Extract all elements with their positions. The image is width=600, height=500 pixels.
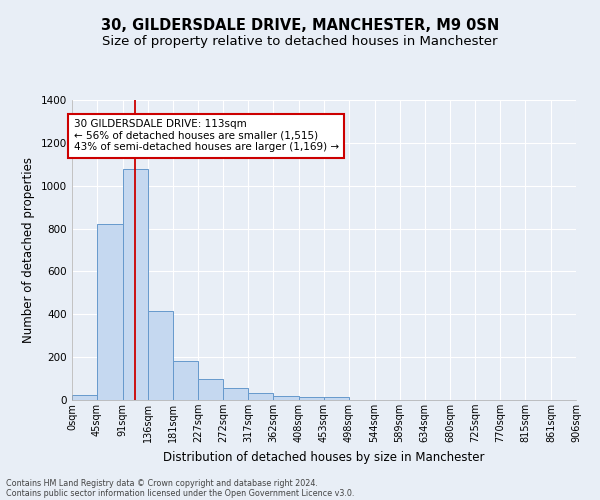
X-axis label: Distribution of detached houses by size in Manchester: Distribution of detached houses by size … bbox=[163, 450, 485, 464]
Bar bbox=[97, 224, 122, 400]
Y-axis label: Number of detached properties: Number of detached properties bbox=[22, 157, 35, 343]
Bar bbox=[248, 392, 274, 400]
Bar bbox=[122, 168, 148, 400]
Bar bbox=[148, 311, 173, 400]
Text: Contains HM Land Registry data © Crown copyright and database right 2024.: Contains HM Land Registry data © Crown c… bbox=[6, 478, 318, 488]
Bar bbox=[274, 396, 299, 400]
Text: Contains public sector information licensed under the Open Government Licence v3: Contains public sector information licen… bbox=[6, 488, 355, 498]
Bar bbox=[299, 397, 324, 400]
Text: Size of property relative to detached houses in Manchester: Size of property relative to detached ho… bbox=[102, 35, 498, 48]
Bar bbox=[223, 388, 248, 400]
Text: 30, GILDERSDALE DRIVE, MANCHESTER, M9 0SN: 30, GILDERSDALE DRIVE, MANCHESTER, M9 0S… bbox=[101, 18, 499, 32]
Bar bbox=[72, 394, 97, 400]
Bar bbox=[198, 378, 223, 400]
Text: 30 GILDERSDALE DRIVE: 113sqm
← 56% of detached houses are smaller (1,515)
43% of: 30 GILDERSDALE DRIVE: 113sqm ← 56% of de… bbox=[74, 120, 339, 152]
Bar bbox=[324, 398, 349, 400]
Bar bbox=[173, 361, 198, 400]
